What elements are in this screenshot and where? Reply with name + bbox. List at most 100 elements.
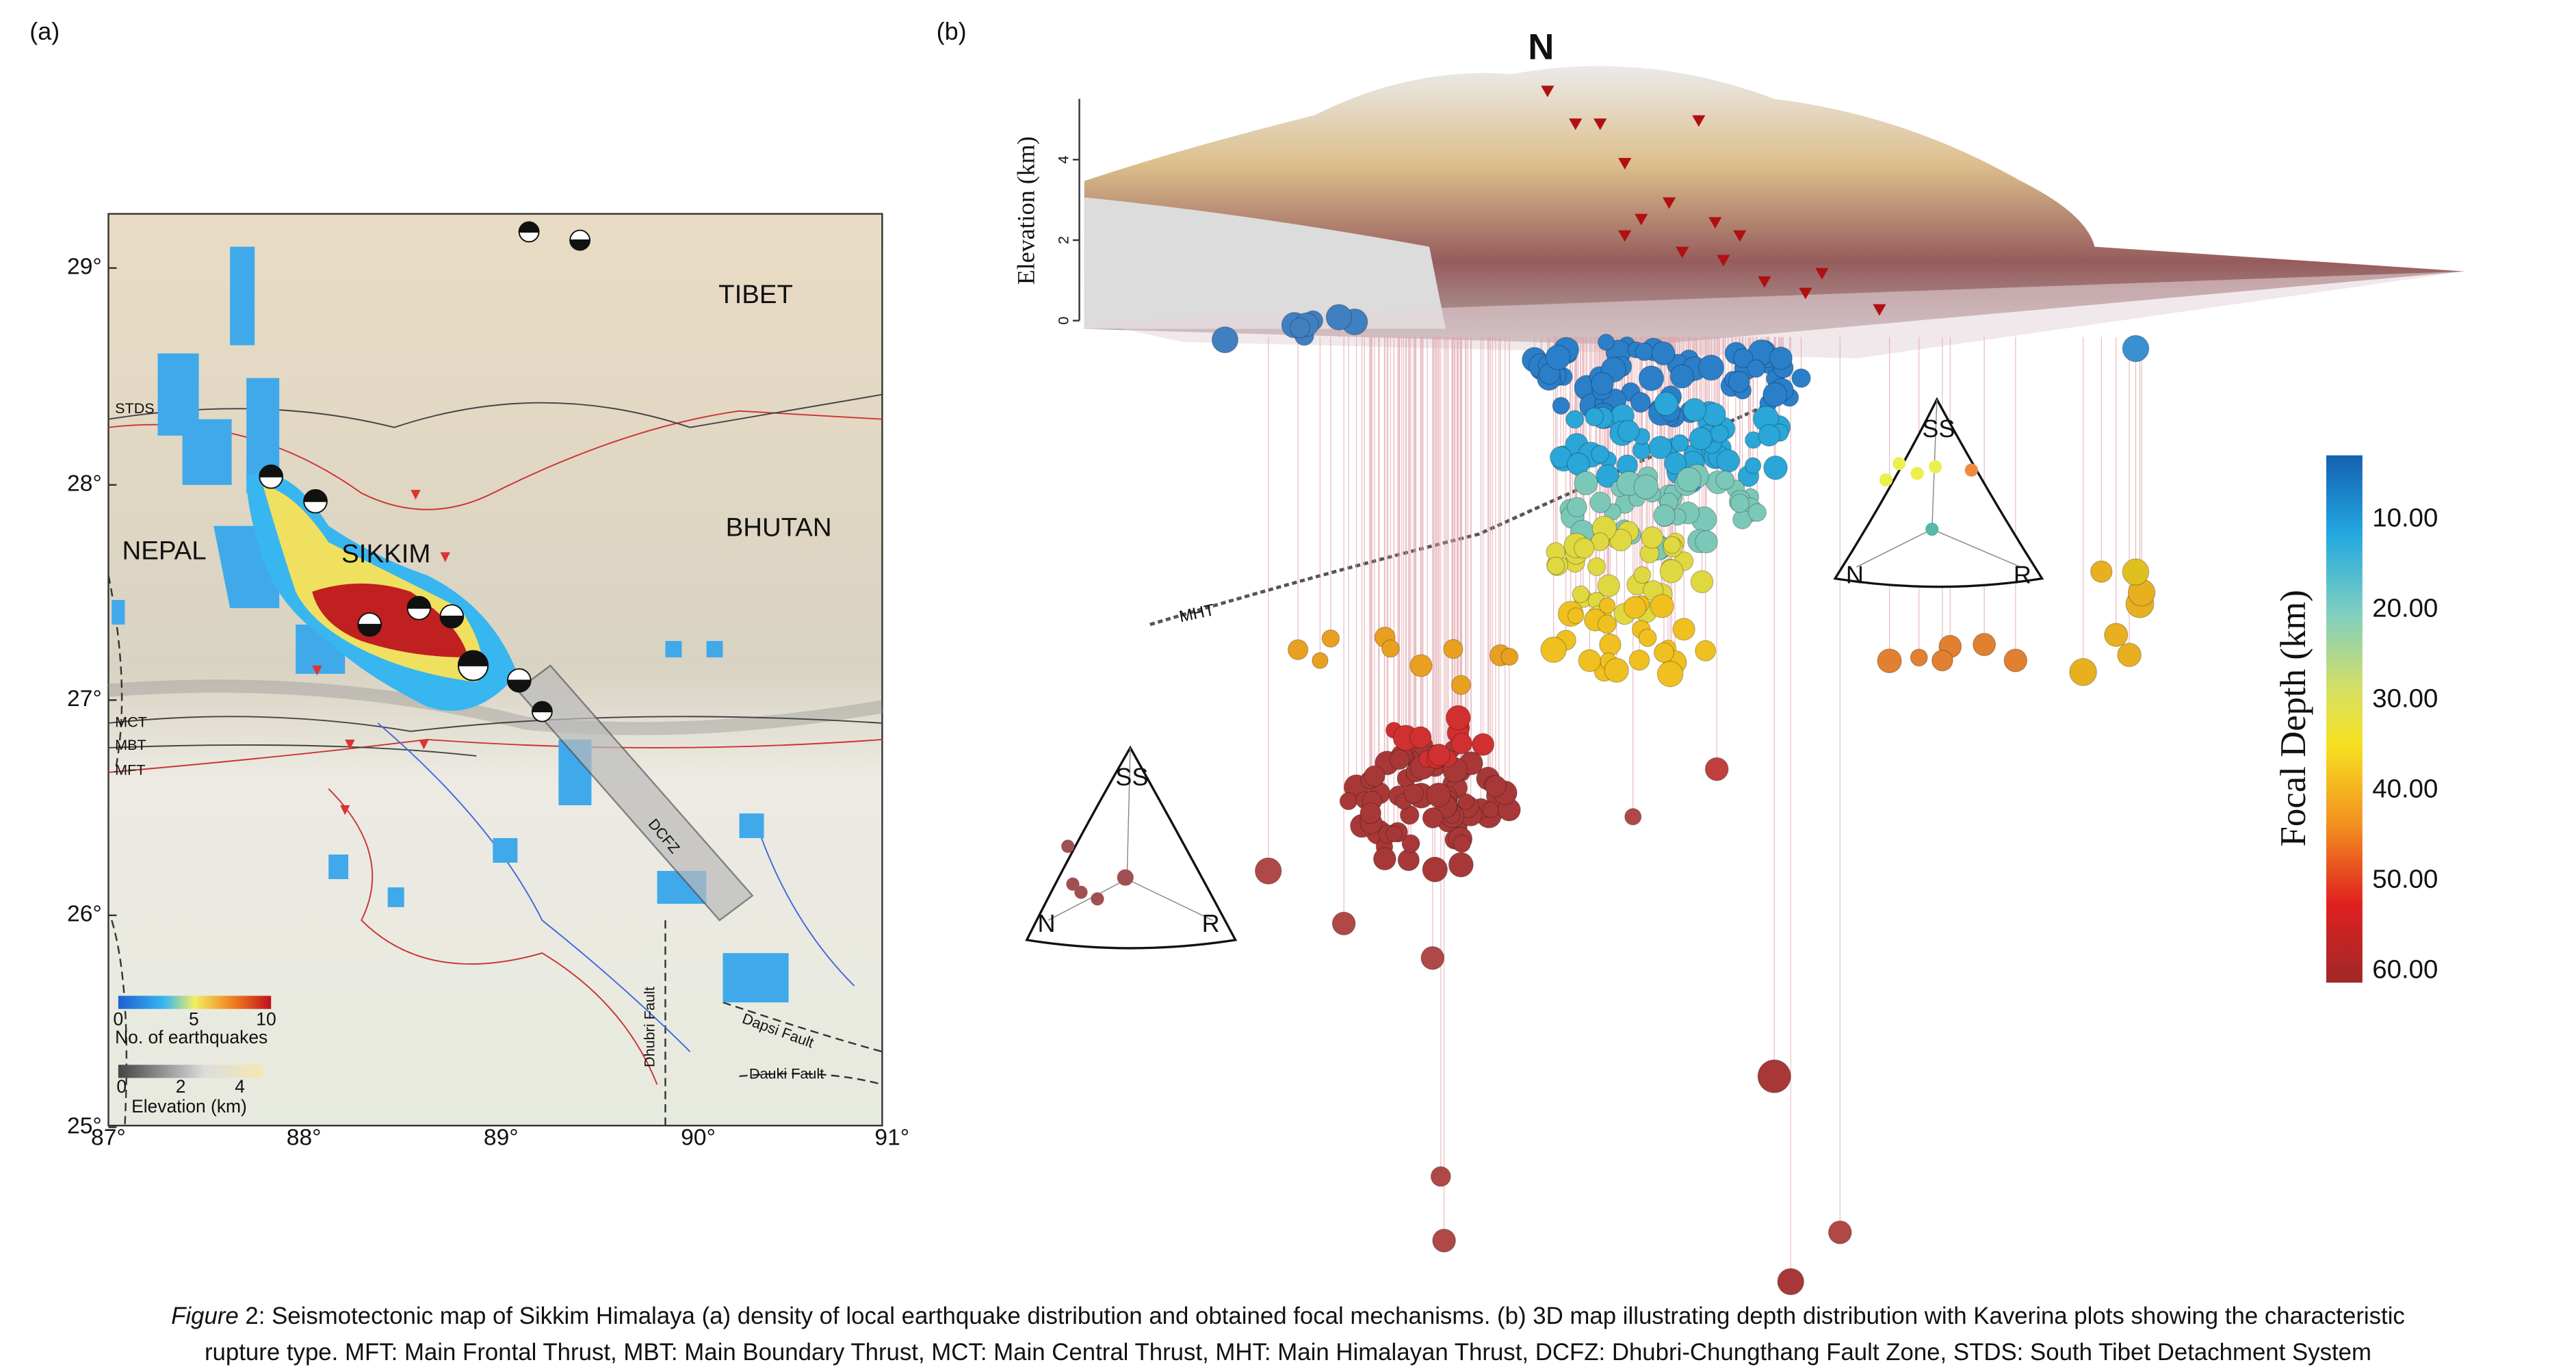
hypocenter (1364, 766, 1385, 786)
legend-tick: 0 (114, 1009, 124, 1030)
hypocenter (1409, 727, 1431, 748)
colorbar-tick: 20.00 (2372, 593, 2438, 623)
hypocenter (1710, 425, 1728, 443)
ternary-point (1117, 870, 1134, 886)
ternary-label: SS (1922, 415, 1955, 443)
hypocenter (1877, 649, 1901, 673)
legend-tick: 10 (256, 1009, 276, 1030)
hypocenter (1404, 784, 1423, 803)
hypocenter (1758, 1060, 1791, 1093)
legend-tick: 4 (235, 1076, 245, 1097)
hypocenter (1452, 675, 1471, 694)
hypocenter (1654, 505, 1675, 526)
hypocenter (1288, 640, 1307, 660)
hypocenter (1448, 852, 1473, 877)
panel-label: (a) (29, 17, 60, 45)
hypocenter (1932, 650, 1953, 670)
fault-label: MCT (115, 714, 147, 731)
colorbar-tick: 10.00 (2372, 503, 2438, 532)
hypocenter (1683, 398, 1706, 421)
legend-tick: 5 (189, 1009, 199, 1030)
elevation-ticks: 024 (1055, 155, 1080, 324)
fault-label: STDS (115, 400, 155, 417)
hypocenter (1728, 371, 1749, 393)
hypocenter (1360, 803, 1381, 823)
lon-tick-label: 91° (874, 1125, 909, 1150)
hypocenter (1600, 634, 1621, 655)
hypocenter (2004, 649, 2027, 672)
hypocenter (1654, 392, 1678, 415)
hypocenter (1598, 615, 1616, 634)
legend-title: Elevation (km) (131, 1096, 247, 1117)
hypocenter (1654, 642, 1674, 662)
hypocenter (1390, 750, 1409, 770)
legend-title: No. of earthquakes (115, 1027, 268, 1047)
hypocenter (1689, 428, 1712, 450)
hypocenter (1747, 360, 1765, 378)
ternary-point (1911, 467, 1924, 480)
hypocenter (1629, 650, 1649, 670)
hypocenter (1552, 397, 1570, 415)
hypocenter (1546, 345, 1570, 369)
colorbar-tick: 40.00 (2372, 774, 2438, 804)
hypocenter (1604, 658, 1628, 682)
hypocenter (1695, 531, 1718, 553)
hypocenter (1639, 629, 1656, 647)
hypocenter (2122, 335, 2148, 361)
axis-title: Elevation (km) (1012, 136, 1039, 285)
hypocenter (1386, 826, 1402, 842)
hypocenter (1332, 912, 1355, 935)
hypocenter (1657, 661, 1682, 686)
hypocenter (1446, 705, 1470, 730)
hypocenter (1634, 475, 1658, 499)
lat-tick-label: 28° (67, 471, 102, 497)
hypocenter (1578, 650, 1600, 672)
hypocenter (1574, 538, 1594, 558)
hypocenter (1588, 558, 1606, 575)
ternary-point (1925, 523, 1938, 536)
ternary-point (1965, 464, 1978, 477)
colorbar-tick: 30.00 (2372, 683, 2438, 713)
hypocenter (1431, 1166, 1450, 1186)
hypocenter (1444, 640, 1463, 659)
hypocenter (1290, 318, 1310, 338)
hypocenter (1433, 1229, 1456, 1252)
place-label: NEPAL (122, 536, 207, 565)
depth-colorbar (2326, 456, 2363, 983)
lon-ticks: 87°88°89°90°91° (91, 1125, 909, 1150)
hypocenter (1382, 640, 1400, 657)
hypocenter (1910, 649, 1927, 666)
ternary-point (1061, 839, 1074, 852)
hypocenter (1472, 733, 1494, 755)
fault-label: Dauki Fault (749, 1065, 824, 1082)
colorbar-tick: 60.00 (2372, 955, 2438, 985)
hypocenter (2070, 659, 2097, 686)
hypocenter (1764, 456, 1788, 480)
place-label: TIBET (718, 280, 793, 309)
hypocenter (1255, 858, 1281, 884)
hypocenter (1398, 850, 1419, 871)
caption-line: rupture type. MFT: Main Frontal Thrust, … (205, 1339, 2371, 1366)
hypocenter (1670, 365, 1693, 388)
hypocenter (1695, 640, 1716, 661)
hypocenter (1792, 369, 1810, 387)
hypocenter (1590, 492, 1611, 512)
hypocenter (1598, 575, 1619, 597)
hypocenter (1973, 634, 1996, 656)
hypocenter (1340, 792, 1357, 809)
hypocenter (1705, 757, 1728, 781)
hypocenter (1501, 649, 1518, 666)
hypocenter (1483, 802, 1498, 818)
hypocenter (1763, 382, 1787, 406)
lat-tick-label: 26° (67, 902, 102, 927)
lon-tick-label: 89° (484, 1125, 519, 1150)
hypocenter (2122, 559, 2148, 585)
hypocenter (1567, 608, 1583, 623)
ternary-point (1091, 892, 1104, 905)
hypocenter (1671, 434, 1689, 452)
ternary-point (1892, 457, 1905, 470)
hypocenter (2091, 561, 2112, 582)
lon-tick-label: 90° (681, 1125, 716, 1150)
hypocenter (1652, 342, 1675, 365)
legend-tick: 0 (116, 1076, 127, 1097)
